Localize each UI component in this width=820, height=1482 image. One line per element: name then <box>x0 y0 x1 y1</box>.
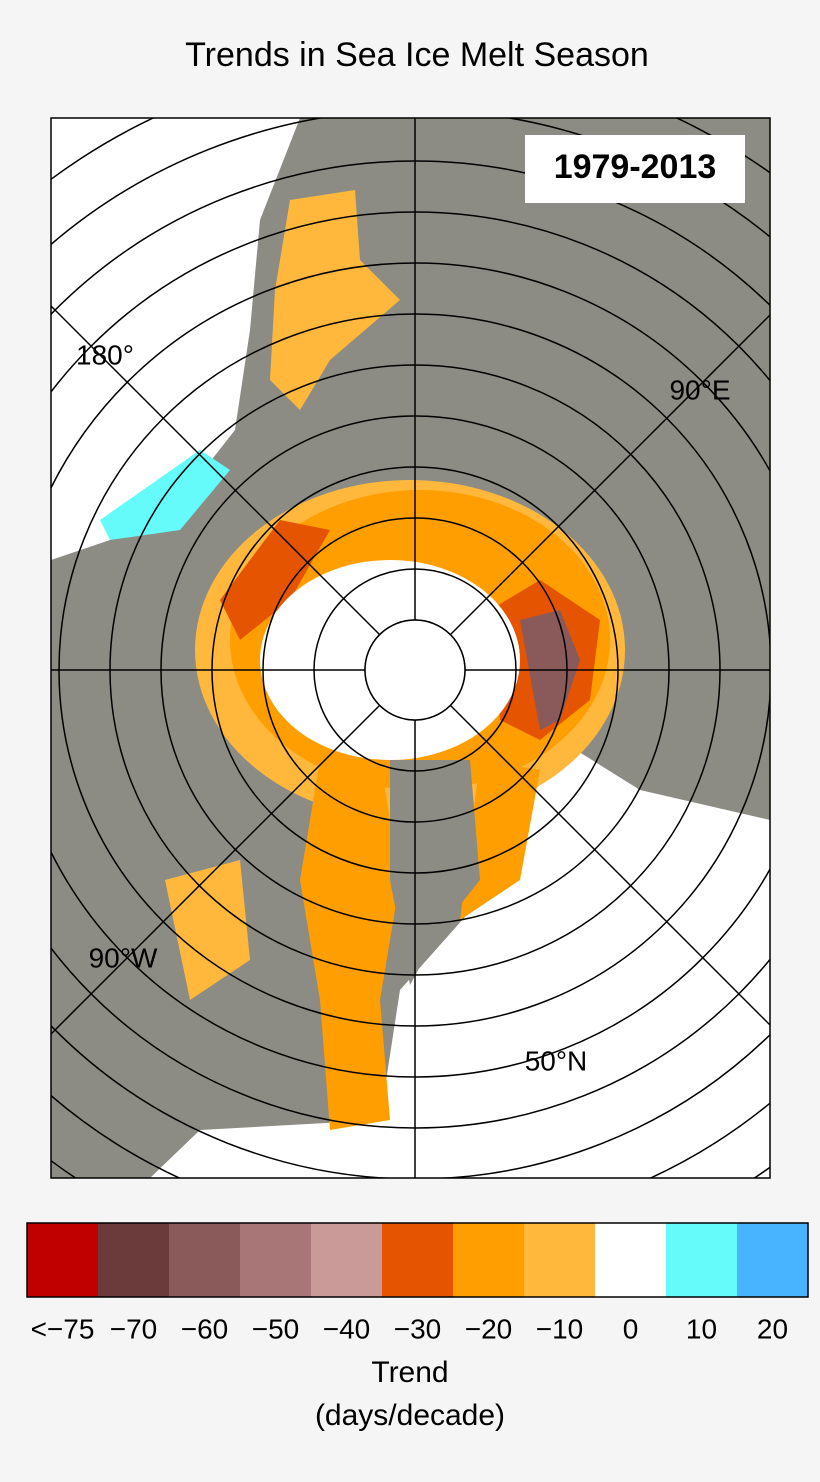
colorbar-swatch <box>453 1223 524 1297</box>
colorbar-label: −60 <box>181 1313 229 1344</box>
colorbar-swatch <box>98 1223 169 1297</box>
legend-title: Trend <box>371 1356 448 1389</box>
legend-unit: (days/decade) <box>315 1399 505 1432</box>
colorbar-swatch <box>666 1223 737 1297</box>
meridian-label: 90°W <box>89 942 158 973</box>
atlantic-ocean <box>150 740 770 1178</box>
colorbar-label: −10 <box>536 1313 584 1344</box>
colorbar-label: −70 <box>110 1313 158 1344</box>
colorbar-swatch <box>311 1223 382 1297</box>
colorbar-swatch <box>595 1223 666 1297</box>
meridian-label: 90°E <box>669 374 730 405</box>
map-frame <box>50 117 771 1179</box>
colorbar-label: −40 <box>323 1313 371 1344</box>
pacific-ocean <box>51 118 300 560</box>
colorbar-swatch <box>169 1223 240 1297</box>
colorbar-swatch <box>524 1223 595 1297</box>
title: Trends in Sea Ice Melt Season <box>185 36 649 74</box>
colorbar-frame <box>26 1222 809 1298</box>
graticule <box>51 118 770 1178</box>
parallel-label: 50°N <box>525 1045 588 1076</box>
beaufort-trend <box>220 520 330 640</box>
colorbar-label: −30 <box>394 1313 442 1344</box>
colorbar-swatch <box>737 1223 808 1297</box>
colorbar-label: −20 <box>465 1313 513 1344</box>
pole-hole <box>364 619 466 721</box>
bering-sea-trend <box>270 190 400 410</box>
period-box <box>525 135 745 203</box>
colorbar-label: −50 <box>252 1313 300 1344</box>
colorbar-label: 0 <box>623 1313 639 1344</box>
map <box>51 118 770 1178</box>
colorbar: <−75 −70 −60 −50 −40 −30 −20 −10 0 10 20 <box>26 1222 809 1344</box>
colorbar-label: <−75 <box>31 1313 95 1344</box>
colorbar-label: 20 <box>757 1313 788 1344</box>
meridian-label: 180° <box>76 339 134 370</box>
colorbar-label: 10 <box>686 1313 717 1344</box>
colorbar-swatch <box>27 1223 98 1297</box>
colorbar-swatch <box>382 1223 453 1297</box>
period: 1979-2013 <box>554 148 717 186</box>
colorbar-swatch <box>240 1223 311 1297</box>
hudson-bay-trend <box>165 860 250 1000</box>
